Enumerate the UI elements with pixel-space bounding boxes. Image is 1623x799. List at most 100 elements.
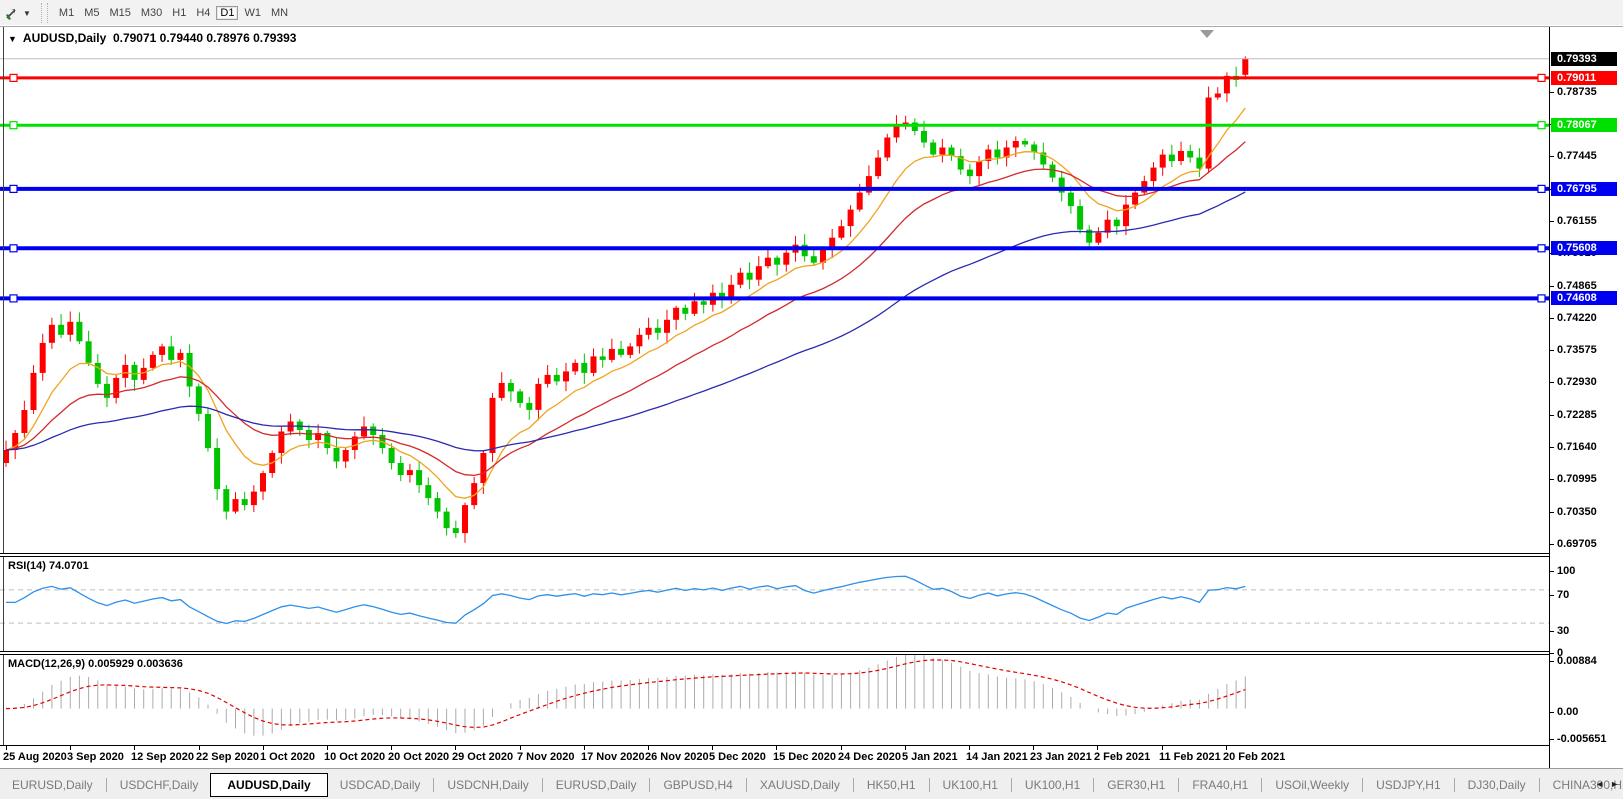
tabs-scroll-right-icon[interactable]: ► (1610, 779, 1619, 789)
timeframe-button-w1[interactable]: W1 (244, 7, 261, 19)
rsi-tick-mark (1550, 595, 1554, 596)
date-tick-mark (712, 746, 713, 750)
ma-line-fast (5, 107, 1246, 499)
line-price-box: 0.75608 (1551, 241, 1617, 255)
rsi-pane-canvas[interactable] (0, 557, 1549, 651)
symbol-tab-uk100-h1[interactable]: UK100,H1 (942, 777, 998, 792)
candle-body (645, 327, 652, 335)
line-handle[interactable] (1537, 244, 1546, 253)
symbol-tab-uk100-h1[interactable]: UK100,H1 (1024, 777, 1081, 792)
candle-body (305, 430, 312, 440)
symbol-tab-fra40-h1[interactable]: FRA40,H1 (1192, 777, 1249, 792)
tabs-scroll-left-icon[interactable]: ◄ (1595, 779, 1605, 789)
price-tick-mark (1550, 479, 1554, 480)
candle-body (544, 374, 551, 384)
date-axis[interactable]: 25 Aug 2020 3 Sep 2020 12 Sep 2020 22 Sep 2… (0, 746, 1549, 768)
macd-axis-label: 0.00 (1557, 706, 1579, 718)
candle-body (1223, 75, 1230, 94)
symbol-tabs: EURUSD,Daily USDCHF,Daily AUDUSD,Daily USDC… (0, 772, 1623, 797)
chart-shift-marker-icon[interactable] (1200, 30, 1214, 38)
date-tick-label: 25 Aug 2020 (3, 751, 67, 763)
symbol-tab-usdcnh-daily[interactable]: USDCNH,Daily (447, 777, 529, 792)
tab-separator (1261, 777, 1263, 792)
pane-separator[interactable] (0, 556, 1549, 557)
symbol-tab-ger30-h1[interactable]: GER30,H1 (1107, 777, 1166, 792)
tab-separator (1362, 777, 1364, 792)
price-axis[interactable]: 0.787350.780900.774450.768000.761550.755… (1550, 27, 1623, 768)
rsi-indicator-label: RSI(14) 74.0701 (8, 560, 89, 572)
timeframe-button-m1[interactable]: M1 (58, 7, 75, 19)
date-tick-mark (841, 746, 842, 750)
line-handle[interactable] (9, 73, 18, 83)
timeframe-button-m5[interactable]: M5 (84, 7, 100, 19)
pane-separator[interactable] (0, 651, 1549, 652)
timeframe-button-mn[interactable]: MN (270, 7, 289, 19)
candle-body (1214, 93, 1221, 98)
timeframe-button-h4[interactable]: H4 (196, 7, 211, 19)
symbol-tab-china300-h1[interactable]: CHINA300,H1 (1552, 777, 1623, 792)
candle-body (149, 354, 156, 368)
collapse-triangle-icon[interactable]: ▼ (8, 34, 17, 44)
symbol-tab-hk50-h1[interactable]: HK50,H1 (866, 777, 916, 792)
ma-line-medium (5, 141, 1246, 477)
symbol-tab-usdjpy-h1[interactable]: USDJPY,H1 (1376, 777, 1441, 792)
candle-body (755, 266, 762, 280)
candle-body (553, 374, 560, 382)
symbol-tab-eurusd-daily[interactable]: EURUSD,Daily (555, 777, 637, 792)
macd-pane-canvas[interactable] (0, 655, 1549, 745)
symbol-tab-audusd-daily[interactable]: AUDUSD,Daily (210, 772, 328, 797)
tab-separator (928, 777, 930, 792)
candle-body (177, 352, 184, 360)
timeframe-button-m30[interactable]: M30 (140, 7, 163, 19)
symbol-tab-gbpusd-h4[interactable]: GBPUSD,H4 (663, 777, 733, 792)
symbol-tab-usdchf-daily[interactable]: USDCHF,Daily (119, 777, 199, 792)
line-handle[interactable] (1537, 121, 1546, 130)
line-price-box: 0.74608 (1551, 291, 1617, 305)
candle-body (131, 364, 138, 380)
symbol-tab-dj30-daily[interactable]: DJ30,Daily (1467, 777, 1526, 792)
candle-body (865, 176, 872, 193)
pane-separator[interactable] (0, 654, 1549, 655)
candle-body (1205, 97, 1212, 169)
candle-body (416, 470, 423, 486)
candle-body (104, 383, 110, 398)
candle-body (774, 257, 781, 265)
candle-body (856, 192, 863, 210)
date-tick-label: 1 Oct 2020 (260, 751, 316, 763)
line-handle[interactable] (1537, 184, 1546, 193)
line-handle[interactable] (9, 244, 18, 253)
timeframe-button-d1[interactable]: D1 (216, 6, 239, 20)
date-tick-mark (263, 746, 264, 750)
date-tick-mark (520, 746, 521, 750)
pane-separator[interactable] (0, 553, 1549, 554)
timeframe-button-m15[interactable]: M15 (109, 7, 131, 19)
price-tick-label: 0.72285 (1557, 409, 1597, 421)
price-tick-mark (1550, 92, 1554, 93)
candle-body (85, 341, 92, 363)
timeframe-button-h1[interactable]: H1 (172, 7, 187, 19)
candle-body (1049, 164, 1056, 178)
candle-body (333, 448, 340, 462)
symbol-tab-usoil-weekly[interactable]: USOil,Weekly (1275, 777, 1350, 792)
line-handle[interactable] (9, 294, 18, 303)
symbol-tab-xauusd-daily[interactable]: XAUUSD,Daily (759, 777, 840, 792)
line-handle[interactable] (1537, 73, 1546, 83)
cursor-dropdown-caret-icon[interactable]: ▼ (23, 8, 31, 18)
candle-body (1196, 157, 1203, 169)
line-handle[interactable] (9, 184, 18, 193)
line-handle[interactable] (9, 121, 18, 130)
line-handle[interactable] (1537, 294, 1546, 303)
symbol-tab-usdcad-daily[interactable]: USDCAD,Daily (339, 777, 421, 792)
candle-body (342, 450, 349, 462)
price-tick-mark (1550, 447, 1554, 448)
candle-body (728, 284, 735, 299)
symbol-tab-eurusd-daily[interactable]: EURUSD,Daily (12, 777, 93, 792)
price-tick-label: 0.74220 (1557, 312, 1597, 324)
crosshair-cursor-icon[interactable] (2, 4, 22, 22)
main-price-chart-canvas[interactable] (0, 27, 1549, 553)
current-price-box: 0.79393 (1551, 52, 1617, 66)
candle-body (590, 356, 597, 373)
candle-body (957, 156, 964, 170)
candle-body (1031, 144, 1038, 153)
